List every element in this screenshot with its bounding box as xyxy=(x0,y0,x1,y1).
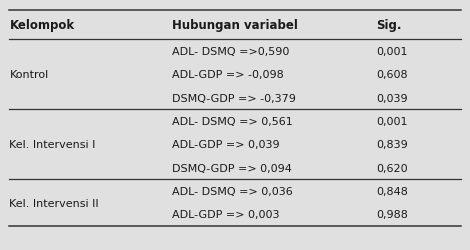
Text: Kelompok: Kelompok xyxy=(9,19,75,32)
Text: ADL-GDP => 0,003: ADL-GDP => 0,003 xyxy=(172,210,279,219)
Text: ADL- DSMQ =>0,590: ADL- DSMQ =>0,590 xyxy=(172,47,289,56)
Text: 0,839: 0,839 xyxy=(376,140,408,149)
Text: 0,620: 0,620 xyxy=(376,163,407,173)
Text: Kel. Intervensi I: Kel. Intervensi I xyxy=(9,140,96,149)
Text: 0,608: 0,608 xyxy=(376,70,407,80)
Text: Sig.: Sig. xyxy=(376,19,401,32)
Text: Kontrol: Kontrol xyxy=(9,70,49,80)
Text: ADL-GDP => 0,039: ADL-GDP => 0,039 xyxy=(172,140,279,149)
Text: 0,988: 0,988 xyxy=(376,210,408,219)
Text: 0,001: 0,001 xyxy=(376,116,407,126)
Text: ADL- DSMQ => 0,561: ADL- DSMQ => 0,561 xyxy=(172,116,292,126)
Text: 0,039: 0,039 xyxy=(376,93,407,103)
Text: 0,848: 0,848 xyxy=(376,186,408,196)
Text: 0,001: 0,001 xyxy=(376,47,407,56)
Text: DSMQ-GDP => 0,094: DSMQ-GDP => 0,094 xyxy=(172,163,291,173)
Text: Hubungan variabel: Hubungan variabel xyxy=(172,19,298,32)
Text: ADL-GDP => -0,098: ADL-GDP => -0,098 xyxy=(172,70,283,80)
Text: DSMQ-GDP => -0,379: DSMQ-GDP => -0,379 xyxy=(172,93,296,103)
Text: Kel. Intervensi II: Kel. Intervensi II xyxy=(9,198,99,208)
Text: ADL- DSMQ => 0,036: ADL- DSMQ => 0,036 xyxy=(172,186,292,196)
